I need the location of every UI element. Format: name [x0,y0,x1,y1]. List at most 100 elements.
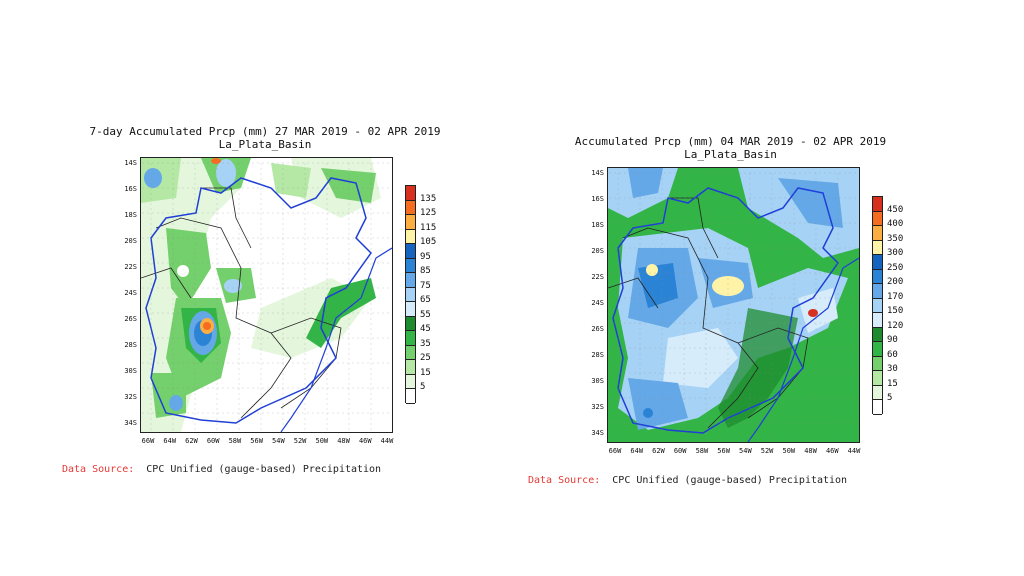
right-xtick-label: 62W [652,447,665,455]
right-source-text: CPC Unified (gauge-based) Precipitation [612,475,848,486]
left-colorbar-level: 75 [420,280,431,291]
right-colorbar-level: 30 [887,364,898,375]
left-colorbar-swatch [406,186,415,201]
left-colorbar-level: 15 [420,367,431,378]
right-source-label: Data Source: [528,475,601,486]
left-xtick-label: 60W [206,437,220,445]
right-colorbar-swatch [873,269,882,285]
left-colorbar-level: 5 [420,382,426,393]
right-xtick-label: 48W [804,447,817,455]
left-ytick-label: 16S [124,185,137,193]
right-colorbar-swatch [873,298,882,314]
left-colorbar-level: 25 [420,353,431,364]
right-map-svg [608,168,859,442]
right-colorbar-level: 300 [887,248,904,259]
left-ytick-label: 24S [124,289,137,297]
right-ytick-label: 32S [591,403,604,411]
right-ytick-label: 24S [591,299,604,307]
left-colorbar-swatch [406,273,415,288]
left-data-source: Data Source: CPC Unified (gauge-based) P… [62,464,381,475]
right-colorbar-swatch [873,356,882,372]
left-colorbar-swatch [406,345,415,361]
right-ytick-label: 28S [591,351,604,359]
left-source-label: Data Source: [62,464,135,475]
right-colorbar-swatch [873,327,882,343]
right-colorbar-level: 120 [887,320,904,331]
right-xtick-label: 60W [673,447,687,455]
right-xtick-label: 46W [825,447,839,455]
right-map-title: Accumulated Prcp (mm) 04 MAR 2019 - 02 A… [528,135,933,161]
left-colorbar-swatch [406,229,415,245]
left-colorbar-level: 125 [420,208,437,219]
left-colorbar-swatch [406,215,415,230]
right-colorbar-level: 170 [887,291,904,302]
left-colorbar-swatch [406,258,415,274]
right-xtick-label: 52W [760,447,774,455]
left-xtick-label: 64W [163,437,177,445]
left-xtick-label: 66W [141,437,155,445]
left-xtick-label: 56W [250,437,263,445]
right-xtick-label: 58W [695,447,709,455]
right-ytick-label: 26S [591,325,604,333]
left-colorbar-swatch [406,374,415,390]
left-ytick-label: 28S [124,341,137,349]
right-xtick-label: 66W [608,447,622,455]
right-colorbar-swatch [873,371,882,386]
left-ytick-label: 30S [124,367,137,375]
right-colorbar-level: 60 [887,349,898,360]
left-ytick-label: 26S [124,315,137,323]
left-xtick-label: 44W [380,437,394,445]
left-colorbar-level: 105 [420,237,437,248]
left-colorbar-level: 65 [420,295,431,306]
left-colorbar-swatch [406,389,415,404]
right-xtick-label: 64W [630,447,644,455]
right-colorbar-swatch [873,385,882,401]
left-xtick-label: 58W [228,437,242,445]
right-colorbar-level: 200 [887,277,904,288]
right-colorbar-level: 250 [887,262,904,273]
left-colorbar-swatch [406,244,415,259]
left-title-line1: 7-day Accumulated Prcp (mm) 27 MAR 2019 … [89,125,441,138]
left-source-text: CPC Unified (gauge-based) Precipitation [146,464,382,475]
left-ytick-label: 34S [124,419,137,427]
right-ytick-label: 18S [591,221,604,229]
right-colorbar-swatch [873,211,882,227]
left-xtick-label: 52W [293,437,307,445]
left-title-line2: La_Plata_Basin [218,138,312,151]
left-xtick-label: 54W [272,437,285,445]
right-colorbar-level: 15 [887,378,898,389]
left-ytick-label: 18S [124,211,137,219]
left-xtick-label: 46W [358,437,372,445]
right-colorbar-level: 150 [887,306,904,317]
right-colorbar-level: 400 [887,219,904,230]
left-colorbar-level: 35 [420,338,431,349]
left-xtick-label: 50W [315,437,329,445]
right-colorbar [872,196,883,415]
right-xtick-label: 54W [739,447,752,455]
left-colorbar-swatch [406,200,415,216]
right-data-source: Data Source: CPC Unified (gauge-based) P… [528,475,847,486]
left-ytick-label: 32S [124,393,137,401]
left-colorbar-level: 115 [420,222,437,233]
left-colorbar-level: 55 [420,309,431,320]
right-colorbar-level: 450 [887,204,904,215]
left-xtick-label: 62W [185,437,198,445]
left-colorbar-level: 85 [420,266,431,277]
right-ytick-label: 22S [591,273,604,281]
right-precip-map [607,167,860,443]
right-colorbar-swatch [873,226,882,241]
left-precip-map [140,157,393,433]
right-colorbar-swatch [873,240,882,256]
right-colorbar-swatch [873,284,882,299]
left-colorbar-level: 135 [420,193,437,204]
left-colorbar-swatch [406,360,415,375]
right-colorbar-level: 90 [887,335,898,346]
left-ytick-label: 20S [124,237,137,245]
right-ytick-label: 34S [591,429,604,437]
right-ytick-label: 20S [591,247,604,255]
right-colorbar-level: 350 [887,233,904,244]
left-ytick-label: 14S [124,159,137,167]
right-colorbar-swatch [873,255,882,270]
left-colorbar-swatch [406,302,415,317]
right-colorbar-swatch [873,342,882,357]
